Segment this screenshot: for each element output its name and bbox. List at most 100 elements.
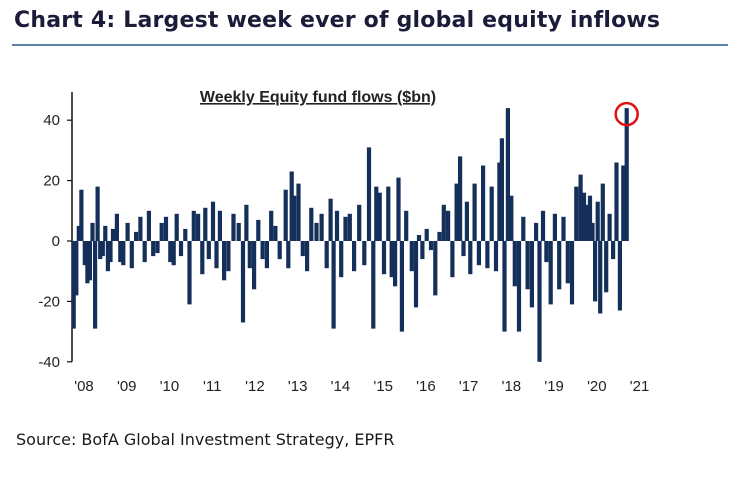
bar bbox=[587, 195, 593, 241]
bar bbox=[273, 225, 278, 241]
bar bbox=[95, 186, 100, 241]
bar bbox=[446, 210, 451, 241]
bar bbox=[458, 156, 463, 241]
bar bbox=[366, 147, 372, 241]
bar bbox=[377, 192, 382, 241]
bar bbox=[203, 207, 208, 241]
bar bbox=[381, 241, 387, 275]
bar bbox=[244, 204, 249, 241]
x-tick-label: '21 bbox=[630, 378, 650, 395]
bar bbox=[617, 241, 622, 311]
bar bbox=[283, 189, 288, 241]
bar bbox=[413, 241, 419, 308]
bar bbox=[121, 241, 126, 266]
bar bbox=[540, 210, 546, 241]
bar bbox=[264, 241, 269, 269]
bar bbox=[454, 183, 459, 241]
bar bbox=[296, 183, 301, 241]
bar bbox=[525, 241, 530, 290]
bar bbox=[87, 241, 92, 281]
bar bbox=[256, 219, 261, 241]
bar bbox=[561, 216, 566, 241]
bar bbox=[371, 241, 376, 329]
bar bbox=[309, 207, 314, 241]
bar bbox=[497, 162, 502, 241]
bar bbox=[214, 241, 219, 269]
bar bbox=[489, 186, 494, 241]
bar bbox=[300, 241, 305, 257]
bar bbox=[604, 241, 609, 293]
bar bbox=[624, 108, 629, 241]
bar bbox=[236, 222, 241, 241]
bar bbox=[502, 241, 507, 332]
bar bbox=[357, 204, 362, 241]
bar bbox=[210, 201, 216, 241]
bar bbox=[485, 241, 490, 269]
bar bbox=[183, 228, 188, 241]
bar bbox=[607, 213, 612, 241]
bar bbox=[424, 228, 429, 241]
bar bbox=[260, 241, 265, 260]
bar bbox=[420, 241, 425, 260]
bar bbox=[286, 241, 291, 269]
bar bbox=[118, 241, 123, 263]
bar bbox=[565, 241, 570, 284]
bar bbox=[74, 241, 79, 296]
y-tick-label: -20 bbox=[38, 293, 60, 310]
bar bbox=[90, 222, 95, 241]
bar bbox=[600, 183, 605, 241]
bar bbox=[362, 241, 367, 266]
bar bbox=[534, 222, 539, 241]
bar bbox=[71, 241, 76, 329]
bar bbox=[98, 241, 103, 260]
bar bbox=[472, 183, 477, 241]
x-tick-label: '10 bbox=[160, 378, 180, 395]
bar bbox=[110, 228, 116, 241]
bar bbox=[595, 201, 600, 241]
y-tick-label: 0 bbox=[52, 233, 60, 250]
bar bbox=[93, 241, 98, 329]
bar bbox=[433, 241, 438, 296]
bar bbox=[125, 222, 130, 241]
bar bbox=[409, 241, 414, 272]
bar bbox=[548, 241, 553, 305]
bar bbox=[142, 241, 147, 263]
bar bbox=[569, 241, 575, 305]
bar bbox=[82, 241, 87, 266]
bar bbox=[324, 241, 329, 269]
bar bbox=[537, 241, 542, 362]
bar bbox=[529, 241, 534, 308]
bar bbox=[292, 195, 297, 241]
bar bbox=[103, 225, 108, 241]
bar bbox=[191, 210, 196, 241]
chart-title: Weekly Equity fund flows ($bn) bbox=[200, 89, 436, 106]
x-tick-label: '11 bbox=[203, 378, 221, 395]
bar bbox=[331, 241, 336, 329]
bar bbox=[134, 231, 139, 241]
bar bbox=[544, 241, 549, 263]
bar bbox=[334, 210, 340, 241]
bar bbox=[196, 213, 201, 241]
bar bbox=[231, 213, 236, 241]
bar bbox=[450, 241, 455, 278]
bar bbox=[404, 210, 409, 241]
bar bbox=[247, 241, 252, 269]
bar bbox=[516, 241, 522, 332]
highlight-circle bbox=[614, 101, 639, 127]
bar bbox=[343, 216, 348, 241]
bar bbox=[481, 165, 486, 241]
bar bbox=[593, 241, 598, 302]
bar bbox=[352, 241, 357, 272]
bar bbox=[389, 241, 394, 278]
bar bbox=[611, 241, 616, 260]
bar bbox=[200, 241, 205, 275]
bar bbox=[129, 241, 134, 269]
x-tick-label: '08 bbox=[74, 378, 94, 395]
bar bbox=[319, 213, 324, 241]
bar bbox=[614, 162, 619, 241]
x-tick-label: '15 bbox=[373, 378, 393, 395]
bar bbox=[168, 241, 173, 263]
bar bbox=[178, 241, 184, 257]
bar bbox=[581, 192, 587, 241]
bar bbox=[100, 241, 105, 257]
